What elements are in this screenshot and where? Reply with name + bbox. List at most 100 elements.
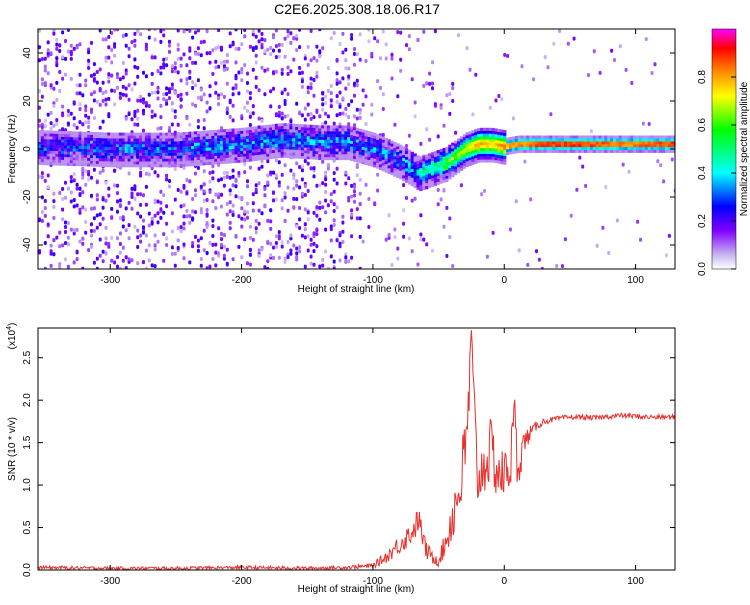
spectrogram-cell [240,224,244,229]
spectrogram-cell [127,83,131,88]
spectrogram-cell [240,78,244,83]
spectrogram-cell [72,46,76,51]
spectrogram-band-cell [266,153,270,157]
spectrogram-band-cell [610,141,614,145]
spectrogram-band-cell [621,141,625,145]
spectrogram-band-cell [55,156,59,160]
spectrogram-cell [353,62,356,67]
spectrogram-cell [280,91,284,96]
spectrogram-band-cell [491,133,495,137]
spectrogram-band-cell [540,147,544,150]
spectrogram-cell [182,29,186,34]
spectrogram-cell [107,45,111,50]
spectrogram-band-cell [168,135,172,139]
spectrogram-cell [298,45,302,50]
spectrogram-cell [295,197,299,202]
spectrogram-band-cell [222,160,227,164]
spectrogram-band-cell [364,153,368,157]
spectrogram-cell [318,29,322,32]
spectrogram-band-cell [228,137,232,141]
spectrogram-cell [124,255,128,260]
spectrogram-cell [78,72,82,77]
spectrogram-band-cell [176,135,180,139]
spectrogram-band-cell [124,135,128,139]
spectrogram-band-cell [251,132,255,136]
spectrogram-cell [324,210,328,215]
spectrogram-cell [194,83,197,88]
spectrogram-band-cell [532,149,536,153]
spectrogram-cell [64,180,67,185]
spectrogram-band-cell [578,138,582,142]
spectrogram-band-cell [165,141,169,145]
spectrogram-band-cell [280,128,284,132]
spectrogram-cell [581,164,585,169]
spectrogram-cell [165,177,169,182]
spectrogram-band-cell [133,152,137,156]
spectrogram-cell [277,48,281,53]
spectrogram-cell [410,249,414,254]
spectrogram-cell [234,184,238,189]
spectrogram-band-cell [477,154,481,157]
spectrogram-band-cell [176,138,180,142]
spectrogram-band-cell [413,153,417,157]
spectrogram-cell [130,40,134,45]
spectrogram-cell [332,259,336,264]
spectrogram-band-cell [462,160,466,164]
spectrogram-cell [283,87,287,92]
spectrogram-band-cell [283,131,287,135]
spectrogram-band-cell [474,129,478,133]
spectrogram-cell [92,116,96,120]
spectrogram-band-cell [124,138,128,142]
spectrogram-band-cell [448,176,452,180]
spectrogram-band-cell [306,124,310,128]
spectrogram-cell [165,63,169,68]
spectrogram-band-cell [90,155,94,158]
spectrogram-band-cell [220,135,224,139]
spectrogram-band-cell [468,163,472,166]
spectrogram-band-cell [43,147,47,151]
spectrogram-cell [46,185,50,190]
spectrogram-band-cell [610,144,614,148]
colorbar-tick-label: 0.2 [697,214,708,228]
spectrogram-cell [214,90,218,95]
spectrogram-band-cell [280,123,284,127]
spectrogram-band-cell [309,136,313,140]
spectrogram-band-cell [66,157,71,161]
spectrogram-cell [555,264,559,268]
spectrogram-cell [407,133,411,138]
spectrogram-band-cell [49,142,53,146]
spectrogram-band-cell [269,153,273,157]
spectrogram-band-cell [182,163,186,167]
spectrogram-cell [662,179,666,184]
spectrogram-band-cell [43,153,47,157]
spectrogram-band-cell [81,157,85,161]
spectrogram-cell [191,209,195,214]
spectrogram-band-cell [78,140,82,144]
spectrogram-band-cell [113,155,117,159]
spectrogram-band-cell [142,164,146,168]
spectrogram-band-cell [179,132,183,136]
spectrogram-band-cell [399,156,403,160]
spectrogram-cell [72,172,76,177]
spectrogram-cell [355,83,359,88]
spectrogram-cell [130,117,134,122]
spectrogram-cell [324,94,328,99]
spectrogram-band-cell [246,159,250,162]
spectrogram-band-cell [124,147,128,150]
spectrogram-band-cell [494,137,498,141]
spectrogram-cell [217,226,221,231]
spectrogram-cell [107,244,111,249]
spectrogram-band-cell [266,130,270,134]
spectrogram-band-cell [58,133,62,137]
spectrogram-cell [358,110,362,115]
spectrogram-cell [274,173,278,178]
spectrogram-band-cell [78,148,82,152]
spectrogram-cell [61,217,65,222]
spectrogram-band-cell [471,161,475,165]
spectrogram-band-cell [410,163,414,167]
spectrogram-band-cell [118,141,123,145]
spectrogram-band-cell [162,141,166,145]
spectrogram-band-cell [208,156,212,160]
spectrogram-band-cell [353,127,357,131]
spectrogram-cell [107,72,111,77]
